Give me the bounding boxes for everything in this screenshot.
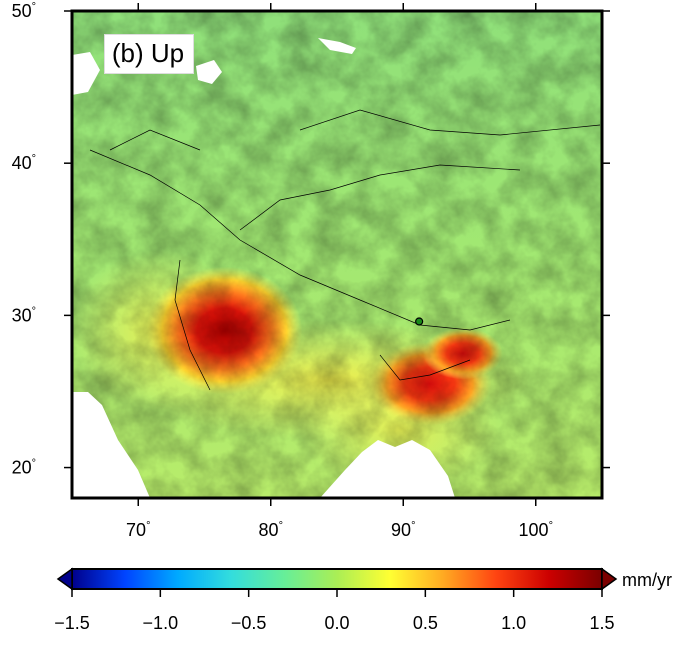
colorbar-unit: mm/yr bbox=[622, 570, 672, 590]
panel-label: (b) Up bbox=[111, 38, 185, 68]
lon-tick-label: 80° bbox=[259, 520, 283, 540]
lat-tick-label: 20° bbox=[12, 458, 36, 478]
balkhash-lake bbox=[318, 38, 356, 54]
arabian-sea bbox=[72, 392, 150, 498]
colorbar-tick-label: −0.5 bbox=[230, 613, 267, 633]
colorbar-tick-label: 0.5 bbox=[412, 613, 438, 633]
bay-of-bengal bbox=[320, 440, 455, 498]
gps-station-marker bbox=[415, 317, 424, 326]
panel-label-box bbox=[104, 34, 194, 74]
lat-tick-label: 50° bbox=[12, 1, 36, 21]
map-axes: 70° 80° 90° 100° 20° 30° 40° 50° bbox=[12, 1, 610, 540]
colorbar-ramp bbox=[71, 568, 603, 590]
colorbar-min-triangle bbox=[56, 567, 73, 591]
colorbar-tick-label: 0.0 bbox=[324, 613, 350, 633]
colorbar-tick-label: 1.5 bbox=[589, 613, 615, 633]
caspian-sea bbox=[72, 52, 100, 95]
lat-tick-label: 30° bbox=[12, 305, 36, 325]
colorbar-tick-label: 1.0 bbox=[501, 613, 527, 633]
lon-tick-label: 90° bbox=[391, 520, 415, 540]
colorbar-max-triangle bbox=[601, 567, 618, 591]
map-frame bbox=[70, 9, 604, 500]
aral-lake bbox=[196, 60, 222, 84]
colorbar-tick-label: −1.0 bbox=[142, 613, 179, 633]
border-lines bbox=[89, 109, 601, 391]
lon-tick-label: 70° bbox=[126, 520, 150, 540]
map-area bbox=[72, 11, 602, 498]
lon-tick-label: 100° bbox=[519, 520, 553, 540]
colorbar bbox=[56, 567, 618, 597]
colorbar-tick-label: −1.5 bbox=[54, 613, 90, 633]
lat-tick-label: 40° bbox=[12, 153, 36, 173]
colorbar-ticks bbox=[71, 589, 603, 597]
